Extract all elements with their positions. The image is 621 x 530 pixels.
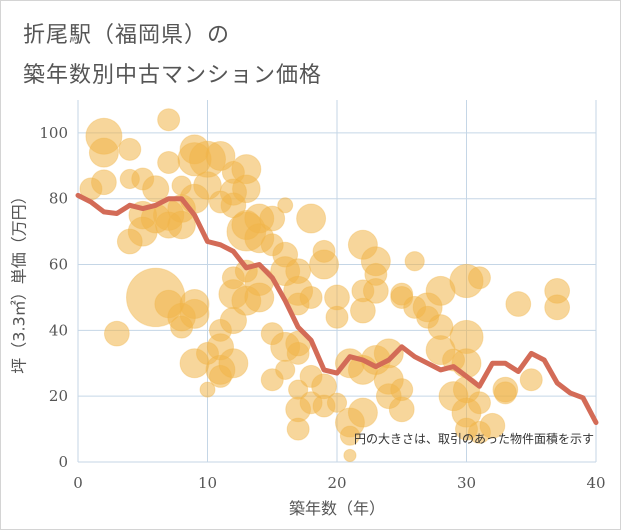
data-bubble xyxy=(309,249,340,280)
data-bubble xyxy=(205,140,236,171)
data-bubble xyxy=(116,228,143,255)
data-bubble xyxy=(170,315,194,339)
data-bubble xyxy=(277,197,294,214)
bubble-size-note: 円の大きさは、取引のあった物件面積を示す xyxy=(354,431,594,446)
data-bubble xyxy=(325,305,349,329)
data-bubble xyxy=(467,391,491,415)
data-bubble xyxy=(519,368,543,392)
data-bubble xyxy=(244,282,275,313)
y-tick-label: 20 xyxy=(49,387,68,405)
data-bubble xyxy=(142,175,170,203)
x-axis-ticks: 0 10 20 30 40 xyxy=(73,474,605,492)
data-bubble xyxy=(299,285,323,309)
y-axis-title: 坪（3.3㎡）単価（万円） xyxy=(10,188,29,373)
data-bubble xyxy=(311,373,337,400)
data-bubble xyxy=(179,289,210,320)
x-tick-label: 0 xyxy=(73,474,83,492)
x-axis-title: 築年数（年） xyxy=(289,499,385,518)
y-axis-ticks: 0 20 40 60 80 100 xyxy=(39,124,68,471)
trend-line xyxy=(75,192,599,425)
data-bubble xyxy=(88,137,119,168)
y-tick-label: 40 xyxy=(49,321,68,339)
y-tick-label: 80 xyxy=(49,190,68,208)
data-bubble xyxy=(339,425,361,446)
data-bubble xyxy=(544,294,571,321)
x-tick-label: 30 xyxy=(457,474,476,492)
chart-title-line1: 折尾駅（福岡県）の xyxy=(23,23,231,48)
data-bubble xyxy=(493,381,517,405)
data-bubble xyxy=(259,205,286,232)
data-bubble xyxy=(208,190,232,214)
data-bubble xyxy=(362,277,389,304)
data-bubble xyxy=(103,320,130,347)
chart-title-line2: 築年数別中古マンション価格 xyxy=(23,63,323,88)
data-bubble xyxy=(326,392,348,413)
data-bubble xyxy=(404,251,425,272)
data-bubble xyxy=(167,210,196,240)
y-tick-label: 0 xyxy=(58,453,68,471)
bubble-series xyxy=(79,108,571,463)
x-tick-label: 20 xyxy=(327,474,346,492)
data-bubble xyxy=(390,378,414,402)
y-tick-label: 100 xyxy=(39,124,68,142)
data-bubble xyxy=(157,108,181,132)
data-bubble xyxy=(343,448,357,463)
data-bubble xyxy=(479,412,506,439)
data-bubble xyxy=(218,348,249,379)
x-tick-label: 10 xyxy=(198,474,217,492)
data-bubble xyxy=(275,359,296,380)
data-bubble xyxy=(347,397,378,428)
data-bubble xyxy=(467,266,491,290)
data-bubble xyxy=(296,203,327,234)
data-bubble xyxy=(505,291,532,317)
x-tick-label: 40 xyxy=(586,474,605,492)
data-bubble xyxy=(231,154,262,185)
data-bubble xyxy=(286,417,310,441)
data-bubble xyxy=(350,297,376,324)
data-bubble xyxy=(199,381,216,398)
y-tick-label: 60 xyxy=(49,256,68,274)
data-bubble xyxy=(157,151,181,175)
data-bubble xyxy=(118,137,142,161)
